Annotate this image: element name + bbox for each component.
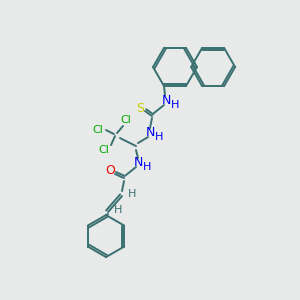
Text: O: O — [105, 164, 115, 177]
Text: H: H — [171, 100, 179, 110]
Text: Cl: Cl — [121, 115, 131, 125]
Text: H: H — [128, 189, 136, 199]
Text: Cl: Cl — [99, 145, 110, 155]
Text: N: N — [145, 126, 155, 139]
Text: N: N — [133, 156, 143, 169]
Text: S: S — [136, 102, 144, 115]
Text: Cl: Cl — [93, 125, 104, 135]
Text: H: H — [143, 162, 151, 172]
Text: H: H — [155, 132, 163, 142]
Text: N: N — [161, 94, 171, 106]
Text: H: H — [114, 205, 122, 215]
